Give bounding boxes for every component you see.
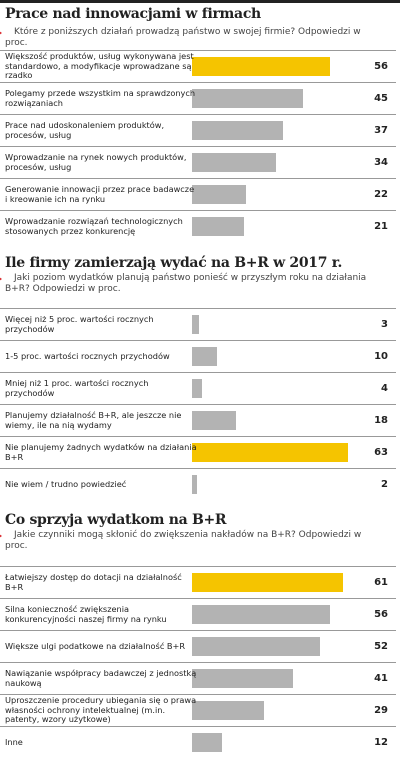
category-label: Nie planujemy żadnych wydatków na działa… xyxy=(5,441,197,462)
bar-row: Inne 12 xyxy=(0,726,396,758)
value-label: 29 xyxy=(374,705,388,716)
value-label: 52 xyxy=(374,641,388,652)
chart-title: Ile firmy zamierzają wydać na B+R w 2017… xyxy=(5,255,343,271)
category-label: Wprowadzanie rozwiązań technologicznych … xyxy=(5,215,183,236)
value-label: 2 xyxy=(381,479,388,490)
value-label: 10 xyxy=(374,351,388,362)
value-label: 56 xyxy=(374,609,388,620)
bar xyxy=(192,379,202,398)
category-label: Łatwiejszy dostęp do dotacji na działaln… xyxy=(5,571,182,592)
value-label: 61 xyxy=(374,577,388,588)
category-label: Więcej niż 5 proc. wartości rocznych prz… xyxy=(5,313,154,334)
bar xyxy=(192,669,294,688)
bar-row: Wprowadzanie na rynek nowych produktów, … xyxy=(0,146,396,178)
bar xyxy=(192,733,222,752)
bar xyxy=(192,185,247,204)
category-label: Większość produktów, usług wykonywana je… xyxy=(5,51,194,81)
category-label: Wprowadzanie na rynek nowych produktów, … xyxy=(5,151,187,172)
bar-row: Łatwiejszy dostęp do dotacji na działaln… xyxy=(0,566,396,598)
bar xyxy=(192,411,237,430)
category-label: Większe ulgi podatkowe na działalność B+… xyxy=(5,640,186,651)
category-label: 1-5 proc. wartości rocznych przychodów xyxy=(5,350,170,361)
bar-row: Silna konieczność zwiększenia konkurency… xyxy=(0,598,396,630)
bar-row: Nawiązanie współpracy badawczej z jednos… xyxy=(0,662,396,694)
bar-row: Wprowadzanie rozwiązań technologicznych … xyxy=(0,210,396,242)
bar-row: Generowanie innowacji przez prace badawc… xyxy=(0,178,396,210)
category-label: Uproszczenie procedury ubiegania się o p… xyxy=(5,695,197,725)
bar xyxy=(192,605,331,624)
bar-row: Więcej niż 5 proc. wartości rocznych prz… xyxy=(0,308,396,340)
value-label: 3 xyxy=(381,319,388,330)
bar xyxy=(192,153,276,172)
value-label: 63 xyxy=(374,447,388,458)
bar xyxy=(192,217,244,236)
chart-title: Prace nad innowacjami w firmach xyxy=(5,6,261,22)
chart-title: Co sprzyja wydatkom na B+R xyxy=(5,512,227,528)
value-label: 21 xyxy=(374,221,388,232)
bar xyxy=(192,475,197,494)
bar-row: Mniej niż 1 proc. wartości rocznych przy… xyxy=(0,372,396,404)
bar xyxy=(192,443,348,462)
bar-row: Prace nad udoskonaleniem produktów, proc… xyxy=(0,114,396,146)
bar-row: Planujemy działalność B+R, ale jeszcze n… xyxy=(0,404,396,436)
value-label: 12 xyxy=(374,737,388,748)
category-label: Mniej niż 1 proc. wartości rocznych przy… xyxy=(5,377,149,398)
category-label: Prace nad udoskonaleniem produktów, proc… xyxy=(5,119,165,140)
bar-row: Uproszczenie procedury ubiegania się o p… xyxy=(0,694,396,726)
category-label: Polegamy przede wszystkim na sprawdzonyc… xyxy=(5,87,196,108)
chart-subtitle: Jakie czynniki mogą skłonić do zwiększen… xyxy=(0,530,385,552)
category-label: Nawiązanie współpracy badawczej z jednos… xyxy=(5,667,197,688)
bar xyxy=(192,57,331,76)
bar xyxy=(192,573,343,592)
category-label: Silna konieczność zwiększenia konkurency… xyxy=(5,603,167,624)
bar xyxy=(192,347,217,366)
value-label: 45 xyxy=(374,93,388,104)
bar-row: Polegamy przede wszystkim na sprawdzonyc… xyxy=(0,82,396,114)
category-label: Planujemy działalność B+R, ale jeszcze n… xyxy=(5,409,182,430)
value-label: 4 xyxy=(381,383,388,394)
bar-row: Większość produktów, usług wykonywana je… xyxy=(0,50,396,82)
value-label: 56 xyxy=(374,61,388,72)
value-label: 41 xyxy=(374,673,388,684)
value-label: 18 xyxy=(374,415,388,426)
bar-row: Nie wiem / trudno powiedzieć 2 xyxy=(0,468,396,500)
value-label: 34 xyxy=(374,157,388,168)
value-label: 22 xyxy=(374,189,388,200)
bar xyxy=(192,315,200,334)
bar-row: Większe ulgi podatkowe na działalność B+… xyxy=(0,630,396,662)
chart-subtitle: Które z poniższych działań prowadzą pańs… xyxy=(0,27,385,49)
bar-row: Nie planujemy żadnych wydatków na działa… xyxy=(0,436,396,468)
bar-row: 1-5 proc. wartości rocznych przychodów 10 xyxy=(0,340,396,372)
chart-subtitle: Jaki poziom wydatków planują państwo pon… xyxy=(0,273,385,295)
bar xyxy=(192,637,321,656)
category-label: Generowanie innowacji przez prace badawc… xyxy=(5,183,195,204)
category-label: Nie wiem / trudno powiedzieć xyxy=(5,478,127,489)
bar xyxy=(192,121,284,140)
value-label: 37 xyxy=(374,125,388,136)
category-label: Inne xyxy=(5,736,23,747)
bar xyxy=(192,89,304,108)
bar xyxy=(192,701,264,720)
